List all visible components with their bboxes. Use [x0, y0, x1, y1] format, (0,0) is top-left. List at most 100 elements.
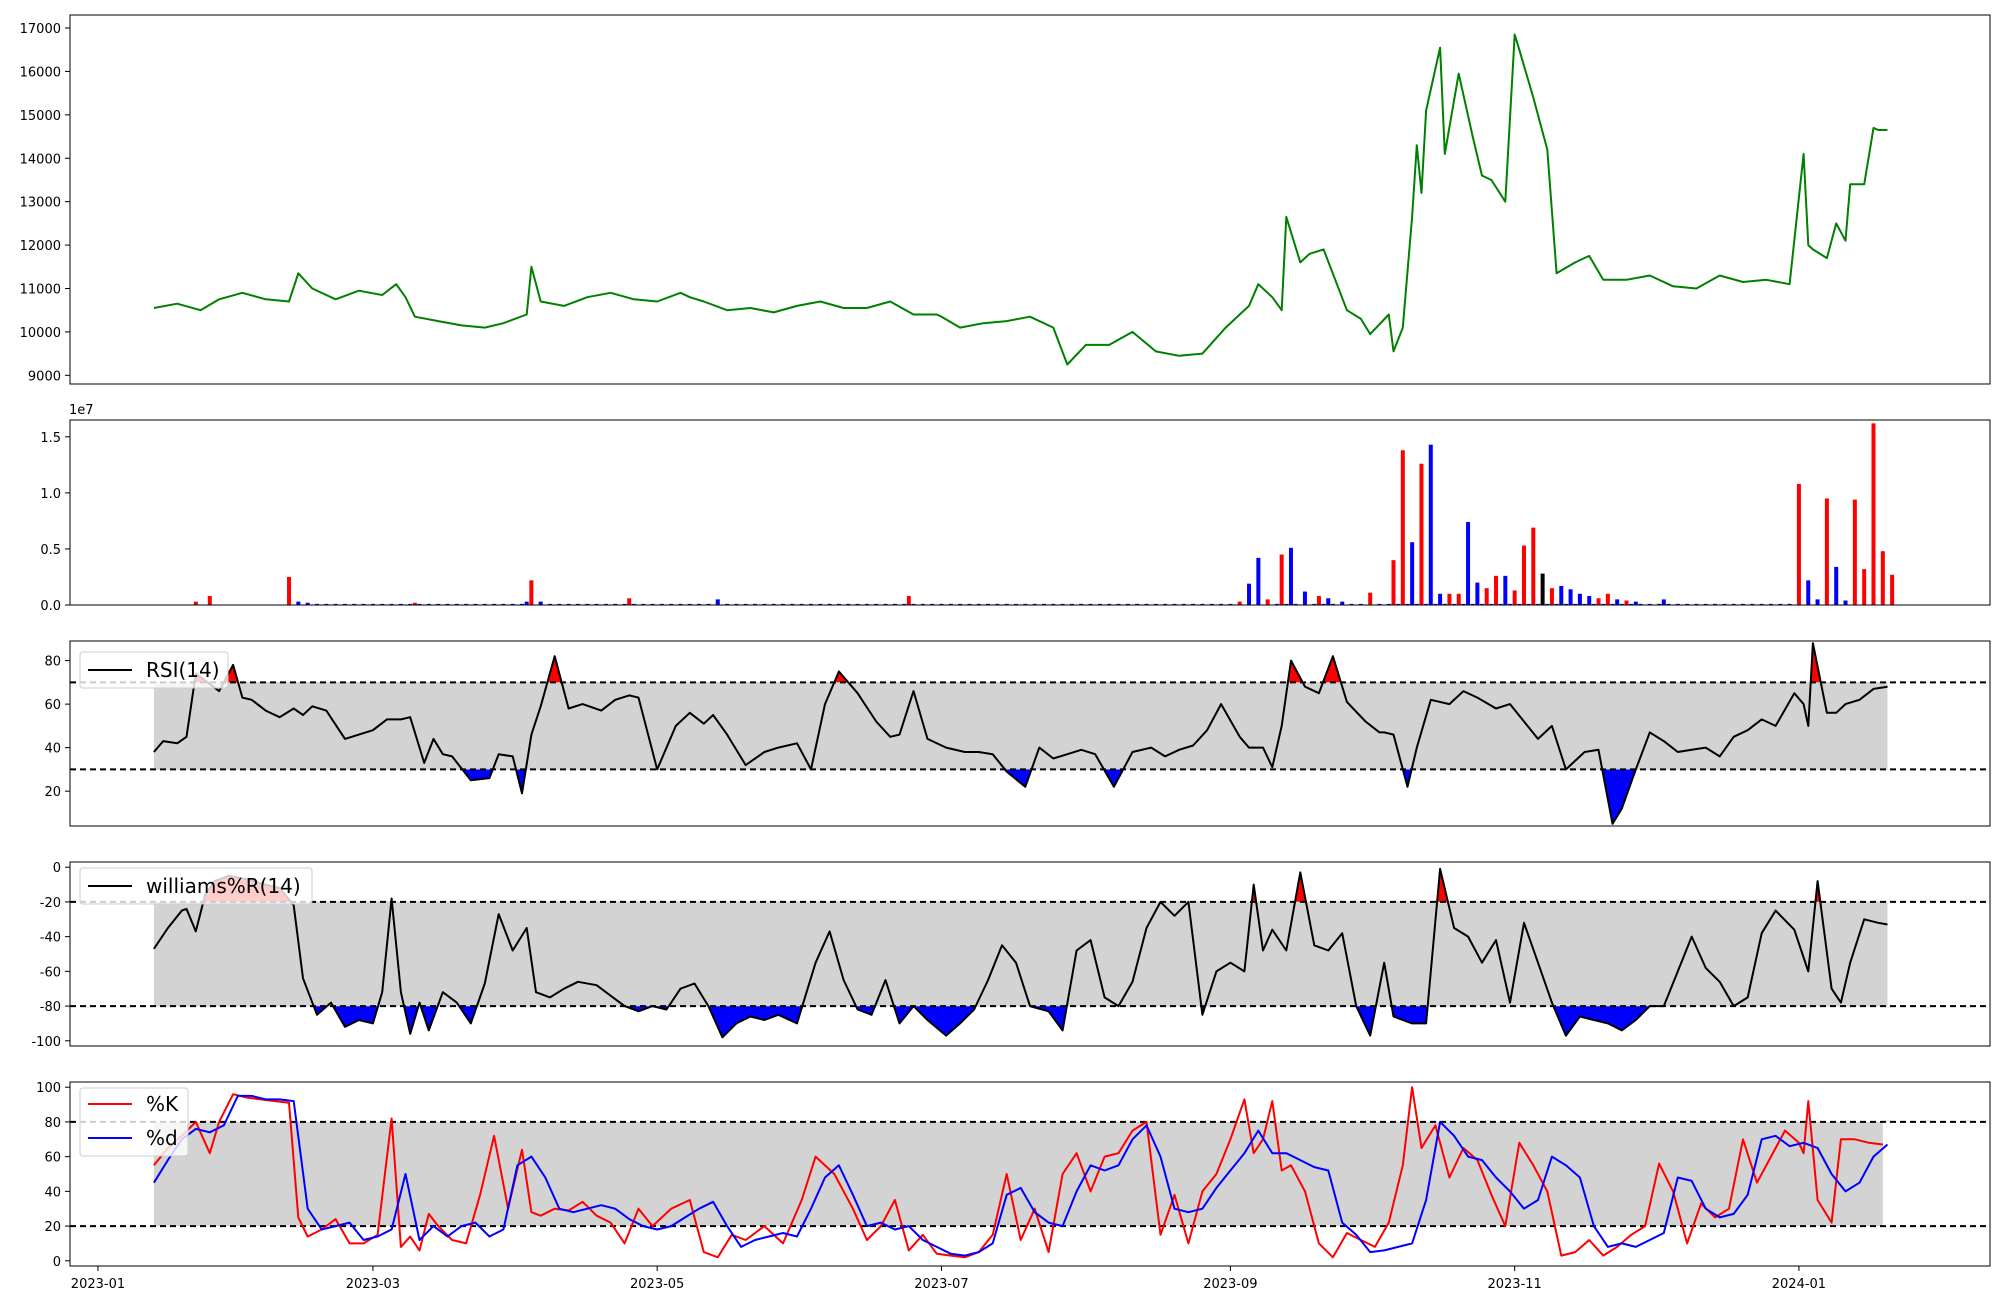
volume-bar [1778, 603, 1783, 605]
volume-bar [1153, 603, 1158, 605]
volume-bar [734, 603, 739, 605]
volume-bar [1661, 599, 1666, 605]
volume-bar [1191, 603, 1196, 605]
volume-bar [743, 603, 748, 605]
volume-bar [1517, 603, 1522, 605]
williams-ytick-label: 0 [53, 861, 61, 876]
volume-bar [1237, 601, 1242, 605]
volume-bar [1163, 603, 1168, 605]
volume-bar [836, 603, 841, 605]
volume-bar [482, 603, 487, 605]
volume-bar [412, 602, 417, 605]
volume-bar [1274, 603, 1279, 605]
volume-bar [1549, 588, 1554, 605]
volume-bar [939, 603, 944, 605]
volume-bar [1032, 603, 1037, 605]
volume-bar [1433, 603, 1438, 605]
volume-bar [510, 603, 515, 605]
volume-bar [864, 603, 869, 605]
volume-bar [1601, 603, 1606, 605]
volume-bar [557, 603, 562, 605]
volume-bar [342, 603, 347, 605]
x-tick-label: 2023-07 [914, 1277, 968, 1292]
volume-bar [1657, 603, 1662, 605]
volume-bar [930, 603, 935, 605]
stochastic-legend-label-d: %d [146, 1126, 178, 1150]
volume-panel: 0.0 0.5 1.0 1.5 1e7 [40, 403, 1991, 614]
volume-bar [454, 603, 459, 605]
x-tick-label: 2023-09 [1203, 1277, 1257, 1292]
volume-bar [1852, 499, 1857, 605]
volume-bar [986, 603, 991, 605]
volume-bar [1475, 582, 1480, 605]
volume-bar [1787, 603, 1792, 605]
volume-bar [1843, 600, 1848, 605]
volume-bar [1349, 603, 1354, 605]
volume-frame [69, 419, 1991, 606]
volume-bar [1750, 603, 1755, 605]
volume-bar [1125, 603, 1130, 605]
volume-bar [678, 603, 683, 605]
volume-bar [1521, 545, 1526, 605]
williams-frame [69, 861, 1991, 1047]
volume-bar [324, 603, 329, 605]
volume-bar [1316, 596, 1321, 605]
volume-bar [1209, 603, 1214, 605]
volume-bar [753, 603, 758, 605]
volume-bar [1591, 603, 1596, 605]
volume-bar [361, 603, 366, 605]
volume-bar [1731, 603, 1736, 605]
volume-bar [1568, 589, 1573, 605]
volume-bar [1587, 596, 1592, 605]
volume-bar [1014, 603, 1019, 605]
volume-bar [333, 603, 338, 605]
volume-bar [1494, 575, 1499, 605]
volume-ytick-label: 0.5 [40, 543, 61, 558]
rsi-ytick-label: 80 [44, 655, 61, 670]
volume-bar [781, 603, 786, 605]
volume-bar [389, 603, 394, 605]
volume-bar [1079, 603, 1084, 605]
volume-bar [417, 603, 422, 605]
williams-plot-layer: 0 -20 -40 -60 -80 -100 [31, 861, 1991, 1050]
volume-bar [603, 603, 608, 605]
volume-bar [920, 603, 925, 605]
volume-bar [548, 603, 552, 605]
volume-bar [948, 603, 953, 605]
williams-ytick-label: -80 [40, 1000, 61, 1015]
volume-bar [1135, 603, 1140, 605]
volume-bar [1577, 593, 1582, 605]
volume-bar [1545, 603, 1550, 605]
volume-bar [445, 603, 450, 605]
volume-bar [492, 603, 497, 605]
volume-bar [706, 603, 711, 605]
volume-bar [827, 603, 832, 605]
volume-bar [1596, 598, 1601, 605]
stochastic-frame [69, 1081, 1991, 1267]
volume-bar [473, 603, 478, 605]
volume-bar [1097, 603, 1102, 605]
volume-bar [1428, 444, 1433, 605]
williams-ytick-label: -100 [31, 1035, 61, 1050]
volume-bar [1540, 573, 1545, 605]
volume-bar [566, 603, 571, 605]
volume-bar [715, 599, 720, 605]
volume-bar [995, 603, 1000, 605]
x-tick-label: 2023-01 [71, 1277, 125, 1292]
rsi-legend-box [79, 651, 229, 689]
volume-bar [1326, 598, 1331, 605]
volume-bar [1615, 599, 1620, 605]
stochastic-legend: %K %d [79, 1087, 189, 1157]
volume-bar [818, 603, 823, 605]
volume-bar [370, 603, 375, 605]
volume-bar [1582, 603, 1587, 605]
volume-bar [1116, 603, 1121, 605]
volume-bar [1619, 603, 1624, 605]
volume-bar [799, 603, 804, 605]
volume-bar [1559, 585, 1564, 605]
volume-bar [287, 576, 292, 605]
volume-bar [762, 603, 767, 605]
volume-bar [1060, 603, 1065, 605]
volume-bar [906, 596, 911, 605]
rsi-legend-label: RSI(14) [146, 658, 220, 682]
